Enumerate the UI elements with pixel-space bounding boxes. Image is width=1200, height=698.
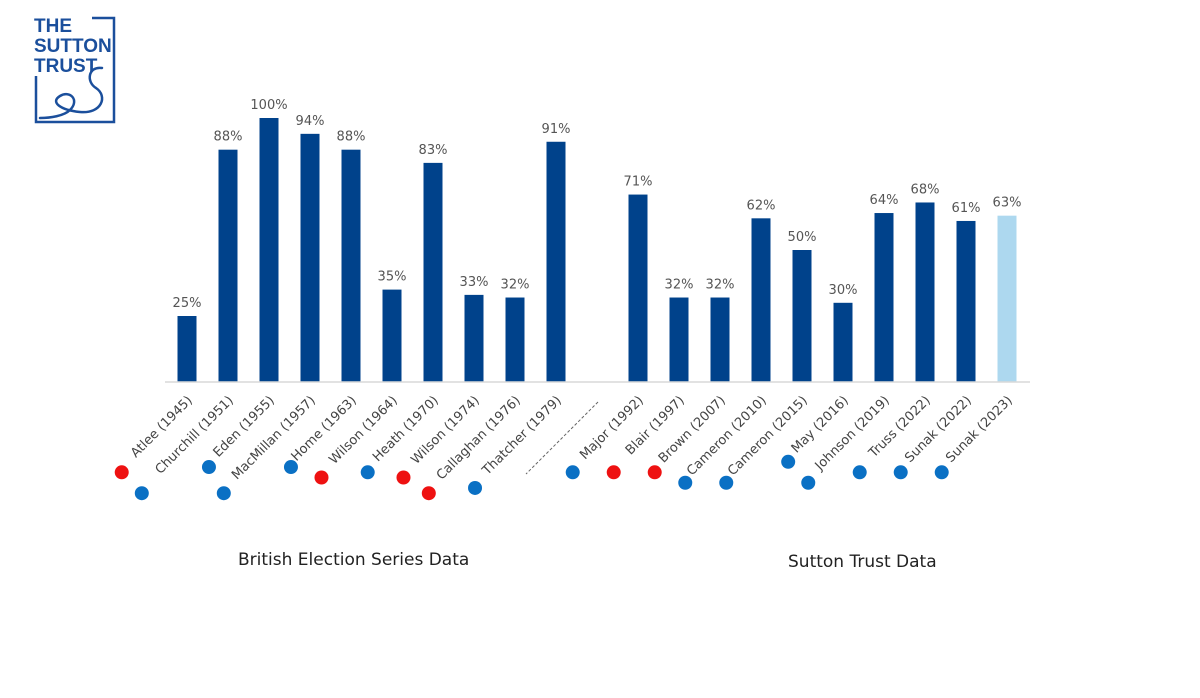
value-label-6: 83%: [419, 143, 448, 158]
bar-15: [833, 302, 853, 382]
party-dot-4: [283, 460, 298, 475]
tick-label-9: Thatcher (1979): [479, 393, 565, 479]
value-label-0: 25%: [173, 296, 202, 311]
party-dot-6: [360, 465, 375, 480]
value-label-16: 64%: [870, 193, 899, 208]
party-dot-3: [216, 486, 231, 501]
bar-19: [997, 215, 1017, 382]
value-label-15: 30%: [829, 283, 858, 298]
bar-6: [423, 162, 443, 382]
value-label-5: 35%: [378, 270, 407, 285]
group-label-british-election: British Election Series Data: [238, 550, 470, 570]
bar-3: [300, 133, 320, 382]
value-label-18: 61%: [952, 201, 981, 216]
value-label-19: 63%: [993, 196, 1022, 211]
bar-2: [259, 118, 279, 382]
group-divider-line: [525, 401, 599, 475]
bar-5: [382, 289, 402, 382]
party-dot-14: [719, 475, 734, 490]
party-dot-10: [565, 465, 580, 480]
bar-10: [628, 194, 648, 382]
party-dot-17: [852, 465, 867, 480]
bar-11: [669, 297, 689, 382]
tick-label-16: Johnson (2019): [812, 393, 893, 474]
bar-7: [464, 294, 484, 382]
group-label-sutton-trust: Sutton Trust Data: [788, 552, 937, 572]
value-label-12: 32%: [706, 278, 735, 293]
bar-1: [218, 149, 238, 382]
party-dot-1: [134, 486, 149, 501]
party-dot-7: [396, 470, 411, 485]
party-dot-8: [421, 486, 436, 501]
party-dot-5: [314, 470, 329, 485]
party-dot-2: [201, 460, 216, 475]
party-dot-11: [606, 465, 621, 480]
value-label-9: 91%: [542, 122, 571, 137]
value-label-7: 33%: [460, 275, 489, 290]
logo-text-sutton: SUTTON: [34, 36, 112, 57]
party-dot-13: [678, 475, 693, 490]
party-dot-18: [893, 465, 908, 480]
party-dot-0: [114, 465, 129, 480]
sutton-trust-logo-icon: THE SUTTON TRUST: [34, 16, 116, 124]
party-dot-15: [781, 454, 796, 469]
value-label-4: 88%: [337, 130, 366, 145]
value-label-13: 62%: [747, 198, 776, 213]
party-dot-16: [801, 475, 816, 490]
bar-16: [874, 213, 894, 382]
bar-18: [956, 220, 976, 382]
value-label-17: 68%: [911, 182, 940, 197]
value-label-10: 71%: [624, 175, 653, 190]
bar-14: [792, 250, 812, 382]
logo-text-the: THE: [34, 16, 72, 37]
bar-9: [546, 141, 566, 382]
bar-0: [177, 316, 197, 382]
value-label-11: 32%: [665, 278, 694, 293]
value-label-1: 88%: [214, 130, 243, 145]
bar-8: [505, 297, 525, 382]
party-dot-12: [647, 465, 662, 480]
bar-13: [751, 218, 771, 382]
party-dot-9: [468, 480, 483, 495]
bar-4: [341, 149, 361, 382]
value-label-14: 50%: [788, 230, 817, 245]
logo-text-trust: TRUST: [34, 56, 98, 77]
bar-12: [710, 297, 730, 382]
party-dot-19: [934, 465, 949, 480]
value-label-2: 100%: [250, 98, 287, 113]
bar-17: [915, 202, 935, 382]
value-label-3: 94%: [296, 114, 325, 129]
value-label-8: 32%: [501, 278, 530, 293]
